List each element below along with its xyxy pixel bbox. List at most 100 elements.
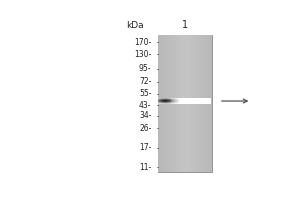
Bar bbox=[170, 102, 171, 103]
Bar bbox=[175, 99, 176, 100]
Bar bbox=[188, 103, 189, 104]
Bar bbox=[207, 99, 208, 100]
Bar bbox=[203, 103, 204, 104]
Bar bbox=[176, 102, 177, 103]
Bar bbox=[171, 101, 172, 102]
Bar bbox=[200, 99, 201, 100]
Bar bbox=[204, 99, 205, 100]
Bar bbox=[164, 102, 165, 103]
Bar bbox=[160, 100, 161, 101]
Bar bbox=[167, 103, 168, 104]
Text: 26-: 26- bbox=[139, 124, 152, 133]
Bar bbox=[182, 98, 183, 99]
Bar bbox=[208, 35, 210, 172]
Text: 17-: 17- bbox=[139, 143, 152, 152]
Bar bbox=[175, 100, 176, 101]
Bar bbox=[193, 99, 194, 100]
Bar bbox=[206, 100, 207, 101]
Bar bbox=[176, 103, 177, 104]
Bar bbox=[187, 102, 188, 103]
Bar bbox=[200, 35, 201, 172]
Bar bbox=[161, 103, 162, 104]
Bar bbox=[176, 98, 177, 99]
Bar bbox=[176, 35, 178, 172]
Bar bbox=[180, 100, 181, 101]
Bar bbox=[180, 98, 181, 99]
Bar bbox=[177, 103, 178, 104]
Bar bbox=[193, 98, 194, 99]
Bar bbox=[197, 99, 198, 100]
Bar bbox=[198, 102, 199, 103]
Bar bbox=[200, 103, 201, 104]
Bar bbox=[170, 103, 171, 104]
Bar bbox=[177, 101, 178, 102]
Bar bbox=[163, 103, 164, 104]
Bar bbox=[182, 102, 183, 103]
Bar bbox=[191, 103, 192, 104]
Bar bbox=[160, 102, 161, 103]
Bar bbox=[182, 99, 183, 100]
Bar bbox=[178, 102, 179, 103]
Bar bbox=[210, 101, 211, 102]
Bar bbox=[196, 103, 197, 104]
Bar bbox=[171, 103, 172, 104]
Bar bbox=[203, 100, 204, 101]
Bar bbox=[163, 99, 164, 100]
Bar bbox=[205, 103, 206, 104]
Bar bbox=[201, 99, 202, 100]
Bar bbox=[174, 101, 175, 102]
Bar bbox=[164, 98, 165, 99]
Bar bbox=[182, 101, 183, 102]
Bar bbox=[206, 35, 208, 172]
Bar bbox=[166, 103, 167, 104]
Bar bbox=[183, 35, 185, 172]
Bar bbox=[208, 98, 209, 99]
Bar bbox=[197, 103, 198, 104]
Bar bbox=[180, 99, 181, 100]
Bar bbox=[181, 98, 182, 99]
Bar bbox=[187, 101, 188, 102]
Bar bbox=[186, 98, 187, 99]
Bar bbox=[195, 100, 196, 101]
Bar bbox=[188, 102, 189, 103]
Bar bbox=[194, 103, 195, 104]
Bar bbox=[167, 98, 168, 99]
Text: 95-: 95- bbox=[139, 64, 152, 73]
Bar bbox=[172, 101, 173, 102]
Bar bbox=[195, 103, 196, 104]
Bar bbox=[186, 99, 187, 100]
Bar bbox=[162, 99, 163, 100]
Bar bbox=[167, 35, 169, 172]
Bar bbox=[197, 100, 198, 101]
Bar bbox=[158, 102, 159, 103]
Bar bbox=[204, 100, 205, 101]
Bar bbox=[195, 101, 196, 102]
Bar bbox=[174, 100, 175, 101]
Bar bbox=[194, 99, 195, 100]
Bar bbox=[168, 102, 169, 103]
Bar bbox=[188, 99, 189, 100]
Bar bbox=[168, 100, 169, 101]
Bar bbox=[172, 99, 173, 100]
Bar bbox=[200, 102, 201, 103]
Bar bbox=[165, 103, 166, 104]
Bar bbox=[210, 98, 211, 99]
Bar bbox=[198, 35, 200, 172]
Bar bbox=[197, 101, 198, 102]
Bar bbox=[164, 100, 165, 101]
Bar bbox=[187, 98, 188, 99]
Bar bbox=[159, 103, 160, 104]
Bar bbox=[187, 99, 188, 100]
Bar bbox=[207, 101, 208, 102]
Bar bbox=[180, 102, 181, 103]
Bar bbox=[208, 99, 209, 100]
Text: 43-: 43- bbox=[139, 101, 152, 110]
Bar bbox=[174, 102, 175, 103]
Bar bbox=[170, 99, 171, 100]
Bar bbox=[196, 35, 198, 172]
Bar bbox=[181, 103, 182, 104]
Bar bbox=[165, 98, 166, 99]
Bar bbox=[190, 100, 191, 101]
Bar bbox=[201, 100, 202, 101]
Bar bbox=[164, 101, 165, 102]
